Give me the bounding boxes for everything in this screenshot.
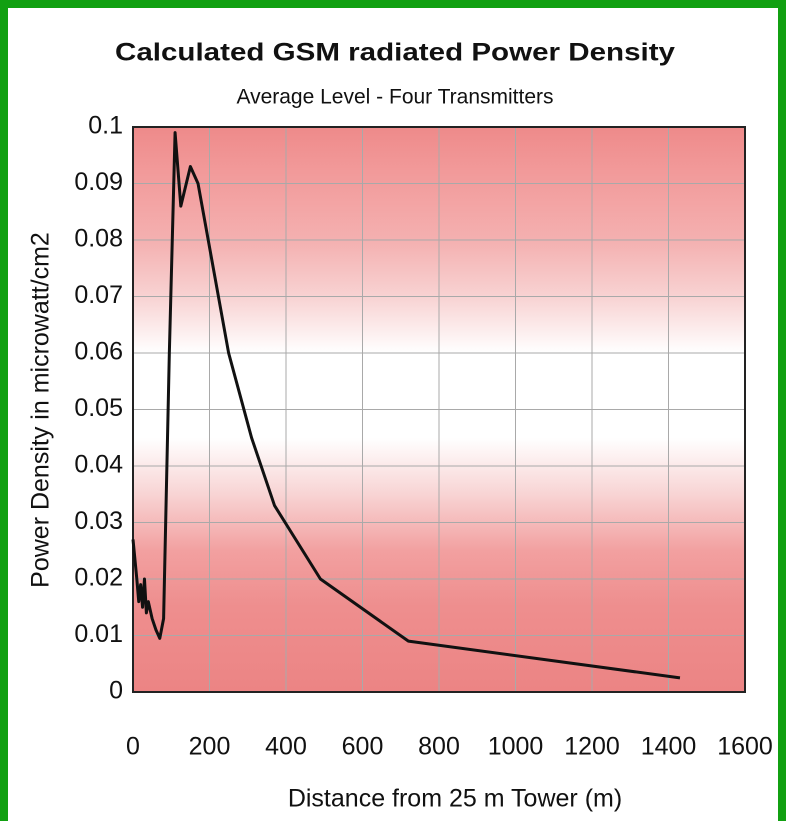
y-tick-label: 0 (109, 677, 123, 705)
x-tick-label: 1400 (641, 733, 697, 761)
y-tick-label: 0.07 (74, 281, 123, 309)
x-tick-label: 1600 (717, 733, 773, 761)
x-tick-label: 1200 (564, 733, 620, 761)
x-tick-label: 1000 (488, 733, 544, 761)
x-tick-label: 800 (418, 733, 460, 761)
x-axis-label: Distance from 25 m Tower (m) (288, 785, 622, 813)
y-tick-label: 0.06 (74, 338, 123, 366)
chart-subtitle: Average Level - Four Transmitters (236, 86, 553, 109)
plot-frame (132, 126, 746, 693)
y-tick-label: 0.09 (74, 168, 123, 196)
x-tick-label: 600 (342, 733, 384, 761)
x-tick-label: 200 (189, 733, 231, 761)
y-tick-label: 0.01 (74, 620, 123, 648)
y-tick-label: 0.03 (74, 507, 123, 535)
chart-title: Calculated GSM radiated Power Density (115, 39, 675, 67)
y-tick-label: 0.1 (88, 112, 123, 140)
y-tick-label: 0.05 (74, 394, 123, 422)
x-tick-label: 400 (265, 733, 307, 761)
x-tick-label: 0 (126, 733, 140, 761)
y-tick-label: 0.04 (74, 451, 123, 479)
y-tick-label: 0.08 (74, 225, 123, 253)
y-axis-label: Power Density in microwatt/cm2 (27, 232, 55, 588)
data-line (131, 131, 681, 680)
y-tick-label: 0.02 (74, 564, 123, 592)
